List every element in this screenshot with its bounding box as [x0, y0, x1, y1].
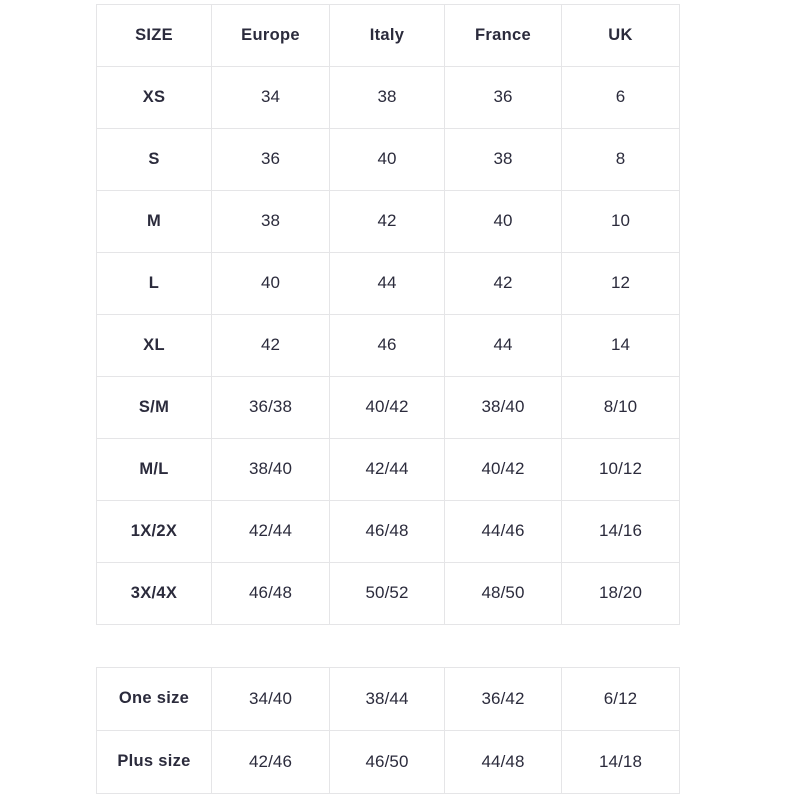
size-conversion-table: SIZE Europe Italy France UK XS 34 38 36 … — [96, 4, 680, 625]
column-header-italy: Italy — [329, 4, 445, 67]
cell-italy: 50/52 — [329, 562, 445, 625]
cell-france: 44/46 — [444, 500, 562, 563]
table-row: M 38 42 40 10 — [96, 190, 680, 253]
cell-italy: 44 — [329, 252, 445, 315]
cell-uk: 8/10 — [561, 376, 680, 439]
cell-france: 44/48 — [444, 730, 562, 794]
table-row: S 36 40 38 8 — [96, 128, 680, 191]
cell-italy: 40/42 — [329, 376, 445, 439]
cell-france: 48/50 — [444, 562, 562, 625]
cell-uk: 6/12 — [561, 667, 680, 731]
table-row: One size 34/40 38/44 36/42 6/12 — [96, 667, 680, 731]
table-row: 1X/2X 42/44 46/48 44/46 14/16 — [96, 500, 680, 563]
cell-europe: 36/38 — [211, 376, 330, 439]
cell-size: L — [96, 252, 212, 315]
cell-uk: 10/12 — [561, 438, 680, 501]
cell-italy: 46/50 — [329, 730, 445, 794]
cell-size: XL — [96, 314, 212, 377]
cell-europe: 36 — [211, 128, 330, 191]
cell-uk: 8 — [561, 128, 680, 191]
table-row: M/L 38/40 42/44 40/42 10/12 — [96, 438, 680, 501]
table-row: 3X/4X 46/48 50/52 48/50 18/20 — [96, 562, 680, 625]
cell-size: S/M — [96, 376, 212, 439]
cell-italy: 40 — [329, 128, 445, 191]
cell-france: 40 — [444, 190, 562, 253]
column-header-europe: Europe — [211, 4, 330, 67]
cell-size: 3X/4X — [96, 562, 212, 625]
cell-france: 36 — [444, 66, 562, 129]
column-header-uk: UK — [561, 4, 680, 67]
cell-size: XS — [96, 66, 212, 129]
cell-europe: 34/40 — [211, 667, 330, 731]
cell-europe: 38 — [211, 190, 330, 253]
cell-italy: 38 — [329, 66, 445, 129]
cell-size: 1X/2X — [96, 500, 212, 563]
cell-europe: 42/46 — [211, 730, 330, 794]
cell-france: 38/40 — [444, 376, 562, 439]
cell-uk: 18/20 — [561, 562, 680, 625]
cell-europe: 34 — [211, 66, 330, 129]
column-header-france: France — [444, 4, 562, 67]
cell-italy: 42/44 — [329, 438, 445, 501]
cell-france: 42 — [444, 252, 562, 315]
cell-europe: 46/48 — [211, 562, 330, 625]
table-row: S/M 36/38 40/42 38/40 8/10 — [96, 376, 680, 439]
cell-uk: 12 — [561, 252, 680, 315]
cell-europe: 42 — [211, 314, 330, 377]
cell-europe: 40 — [211, 252, 330, 315]
cell-size: M — [96, 190, 212, 253]
cell-size: One size — [96, 667, 212, 731]
cell-italy: 46/48 — [329, 500, 445, 563]
one-size-plus-size-table: One size 34/40 38/44 36/42 6/12 Plus siz… — [96, 667, 680, 794]
cell-europe: 38/40 — [211, 438, 330, 501]
column-header-size: SIZE — [96, 4, 212, 67]
cell-france: 36/42 — [444, 667, 562, 731]
table-row: XS 34 38 36 6 — [96, 66, 680, 129]
table-header-row: SIZE Europe Italy France UK — [96, 4, 680, 67]
cell-size: S — [96, 128, 212, 191]
cell-size: Plus size — [96, 730, 212, 794]
cell-italy: 38/44 — [329, 667, 445, 731]
table-row: Plus size 42/46 46/50 44/48 14/18 — [96, 730, 680, 794]
table-row: L 40 44 42 12 — [96, 252, 680, 315]
cell-uk: 10 — [561, 190, 680, 253]
cell-uk: 14 — [561, 314, 680, 377]
cell-size: M/L — [96, 438, 212, 501]
cell-france: 38 — [444, 128, 562, 191]
cell-uk: 14/16 — [561, 500, 680, 563]
cell-uk: 6 — [561, 66, 680, 129]
cell-europe: 42/44 — [211, 500, 330, 563]
cell-france: 44 — [444, 314, 562, 377]
cell-italy: 42 — [329, 190, 445, 253]
cell-italy: 46 — [329, 314, 445, 377]
cell-uk: 14/18 — [561, 730, 680, 794]
cell-france: 40/42 — [444, 438, 562, 501]
table-row: XL 42 46 44 14 — [96, 314, 680, 377]
